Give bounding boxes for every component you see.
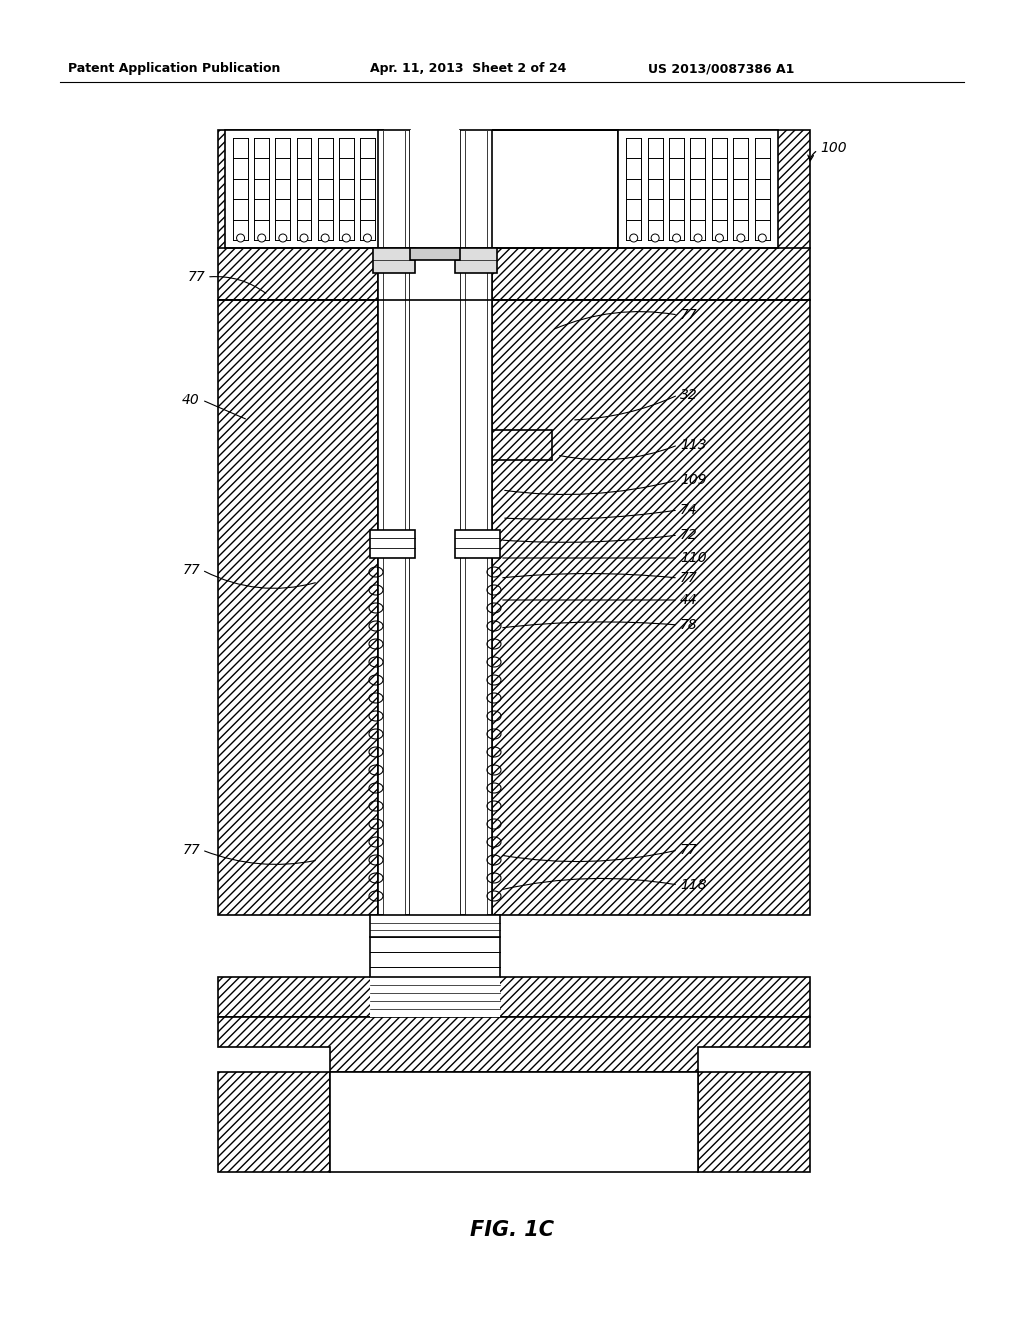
Text: 44: 44 bbox=[680, 593, 697, 607]
Bar bbox=[465, 129, 487, 915]
Text: 74: 74 bbox=[680, 503, 697, 517]
Bar bbox=[378, 129, 410, 915]
Circle shape bbox=[651, 234, 659, 242]
Bar bbox=[455, 248, 497, 273]
Text: 110: 110 bbox=[680, 550, 707, 565]
Circle shape bbox=[737, 234, 744, 242]
Polygon shape bbox=[218, 1016, 810, 1072]
Circle shape bbox=[630, 234, 638, 242]
Polygon shape bbox=[492, 129, 810, 300]
Circle shape bbox=[694, 234, 702, 242]
Polygon shape bbox=[492, 300, 810, 915]
Circle shape bbox=[237, 234, 245, 242]
Bar bbox=[410, 129, 460, 915]
Circle shape bbox=[342, 234, 350, 242]
Polygon shape bbox=[492, 430, 552, 459]
Bar bbox=[370, 915, 500, 937]
Bar bbox=[460, 129, 492, 915]
Text: 77: 77 bbox=[680, 572, 697, 585]
Text: 77: 77 bbox=[680, 843, 697, 857]
Circle shape bbox=[673, 234, 681, 242]
Text: 72: 72 bbox=[680, 528, 697, 543]
Bar bbox=[370, 977, 500, 1016]
Bar bbox=[330, 1072, 698, 1172]
Text: 118: 118 bbox=[680, 878, 707, 892]
Text: 113: 113 bbox=[680, 438, 707, 451]
Bar bbox=[370, 937, 500, 977]
Circle shape bbox=[300, 234, 308, 242]
Circle shape bbox=[279, 234, 287, 242]
Text: Apr. 11, 2013  Sheet 2 of 24: Apr. 11, 2013 Sheet 2 of 24 bbox=[370, 62, 566, 75]
Text: 77: 77 bbox=[680, 308, 697, 322]
Bar bbox=[410, 248, 460, 260]
Circle shape bbox=[759, 234, 766, 242]
Text: 78: 78 bbox=[680, 618, 697, 632]
Bar bbox=[218, 1072, 330, 1172]
Text: FIG. 1C: FIG. 1C bbox=[470, 1220, 554, 1239]
Text: 77: 77 bbox=[182, 564, 200, 577]
Circle shape bbox=[258, 234, 265, 242]
Text: US 2013/0087386 A1: US 2013/0087386 A1 bbox=[648, 62, 795, 75]
Bar bbox=[618, 129, 778, 248]
Text: Patent Application Publication: Patent Application Publication bbox=[68, 62, 281, 75]
Polygon shape bbox=[455, 531, 500, 558]
Text: 109: 109 bbox=[680, 473, 707, 487]
Bar bbox=[225, 129, 383, 248]
Polygon shape bbox=[218, 300, 378, 915]
Text: 77: 77 bbox=[187, 271, 205, 284]
Polygon shape bbox=[370, 531, 415, 558]
Text: 77: 77 bbox=[182, 843, 200, 857]
Polygon shape bbox=[218, 129, 383, 300]
Polygon shape bbox=[218, 977, 810, 1016]
Circle shape bbox=[364, 234, 372, 242]
Text: 32: 32 bbox=[680, 388, 697, 403]
Circle shape bbox=[716, 234, 723, 242]
Text: 40: 40 bbox=[182, 393, 200, 407]
Bar bbox=[373, 248, 415, 273]
Bar bbox=[383, 129, 406, 915]
Text: 100: 100 bbox=[820, 141, 847, 154]
Bar bbox=[698, 1072, 810, 1172]
Circle shape bbox=[322, 234, 329, 242]
